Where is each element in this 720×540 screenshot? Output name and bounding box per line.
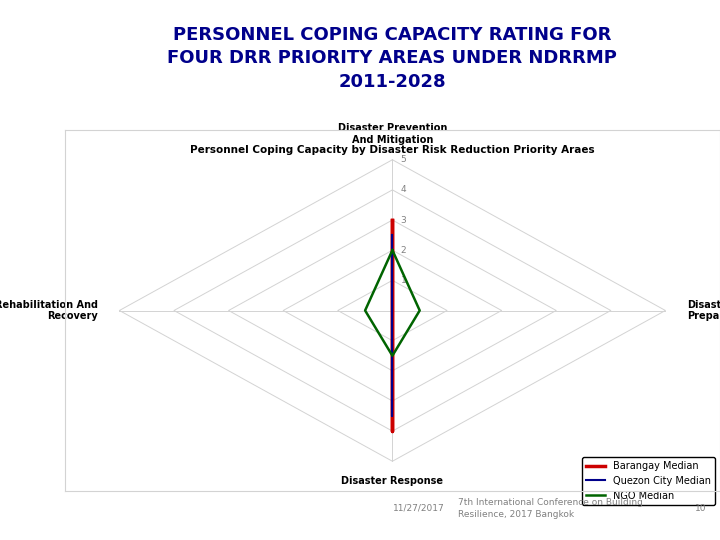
Text: Rehabilitation And
Recovery: Rehabilitation And Recovery: [0, 300, 98, 321]
Text: 3: 3: [400, 215, 406, 225]
Text: 1: 1: [400, 276, 406, 285]
Text: 5: 5: [400, 156, 406, 164]
Text: 2: 2: [400, 246, 406, 255]
Text: Disaster Response: Disaster Response: [341, 476, 444, 487]
Text: Disaster Prevention
And Mitigation: Disaster Prevention And Mitigation: [338, 123, 447, 145]
Text: Disaster
Preparedness: Disaster Preparedness: [687, 300, 720, 321]
Legend: Barangay Median, Quezon City Median, NGO Median: Barangay Median, Quezon City Median, NGO…: [582, 457, 715, 504]
Text: Personnel Coping Capacity by Disaster Risk Reduction Priority Araes: Personnel Coping Capacity by Disaster Ri…: [190, 145, 595, 154]
Text: 10: 10: [696, 504, 707, 513]
Text: 7th International Conference on Building
Resilience, 2017 Bangkok: 7th International Conference on Building…: [458, 498, 643, 519]
Text: 4: 4: [400, 185, 406, 194]
Text: 11/27/2017: 11/27/2017: [393, 504, 445, 513]
Text: PERSONNEL COPING CAPACITY RATING FOR
FOUR DRR PRIORITY AREAS UNDER NDRRMP
2011-2: PERSONNEL COPING CAPACITY RATING FOR FOU…: [168, 26, 617, 91]
